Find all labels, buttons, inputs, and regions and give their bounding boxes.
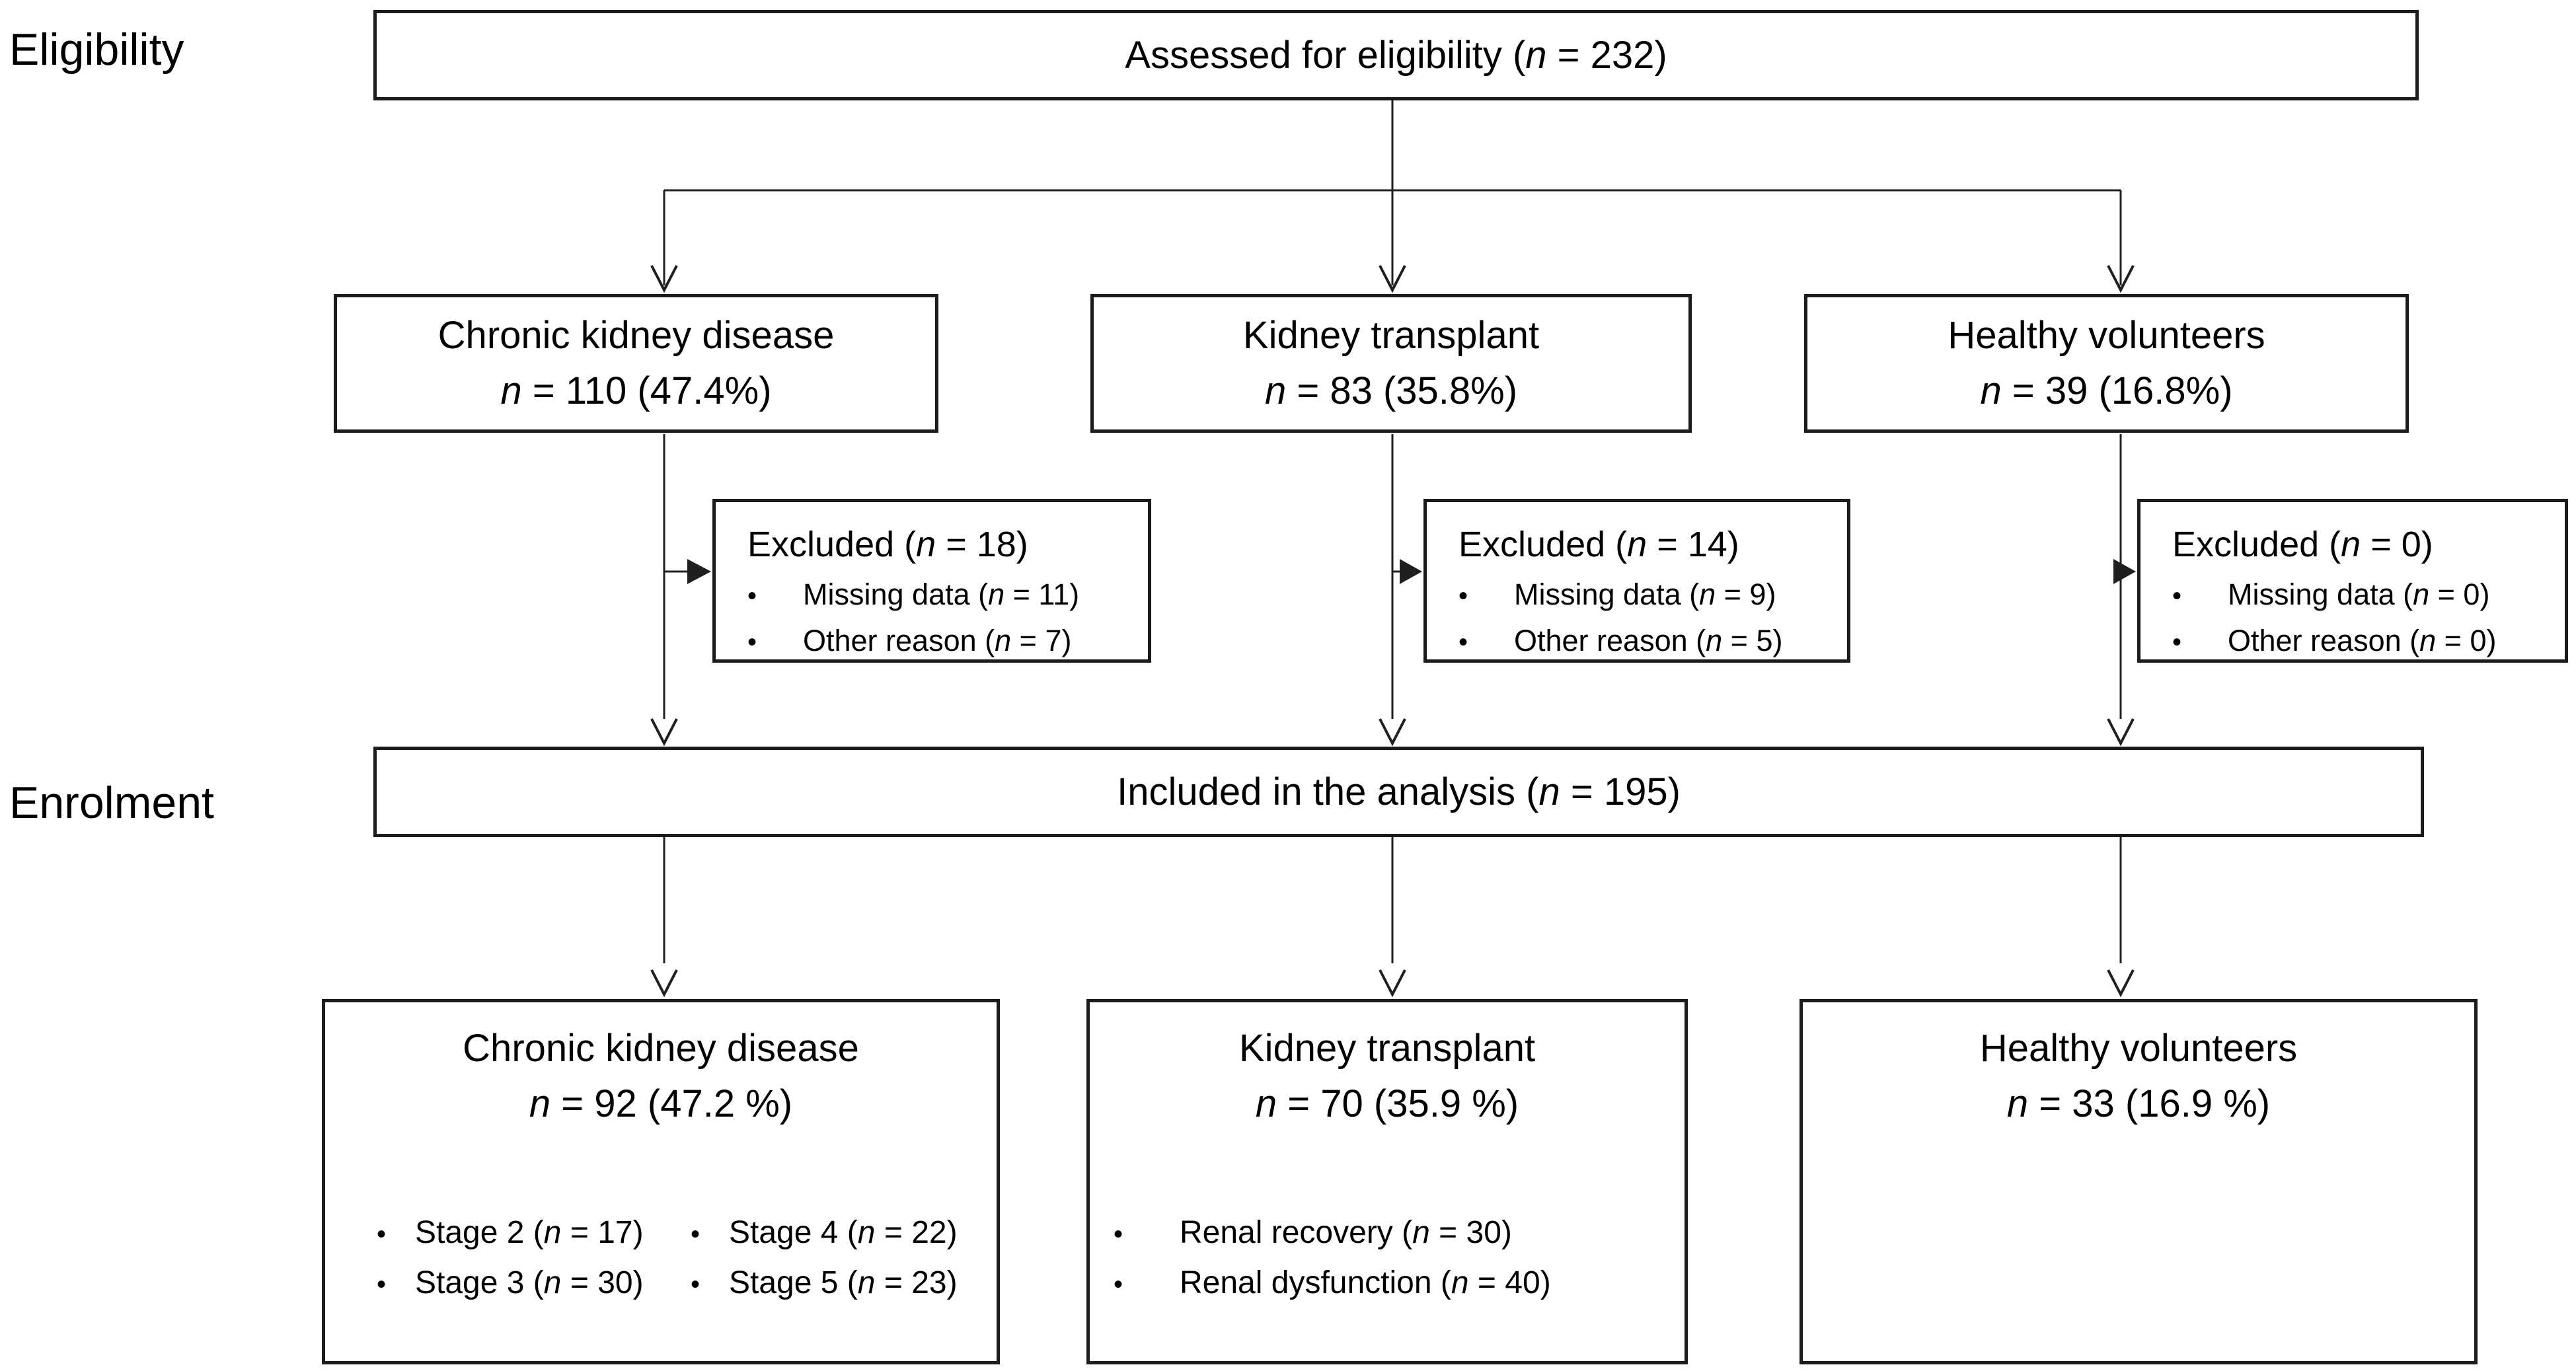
arm-healthy-title: Healthy volunteers	[1948, 314, 2265, 357]
bullet-icon: •	[1458, 581, 1468, 611]
bullet-icon: •	[2172, 628, 2182, 657]
arrowhead-down-icon	[1379, 718, 1406, 747]
bullet-text: Renal recovery (n = 30)	[1180, 1215, 1512, 1250]
bullet-text: Other reason (n = 5)	[1514, 624, 1783, 657]
arrowhead-down-icon	[2107, 265, 2135, 293]
bullet-text: Other reason (n = 0)	[2228, 624, 2497, 657]
arrowhead-down-icon	[650, 718, 678, 747]
excluded-healthy-title: Excluded (n = 0)	[2172, 525, 2433, 564]
final-transplant-bullet: • Renal dysfunction (n = 40)	[1114, 1259, 1551, 1309]
arm-ckd-title: Chronic kidney disease	[437, 314, 835, 357]
arm-transplant-count: n = 83 (35.8%)	[1264, 369, 1518, 412]
bullet-text: Missing data (n = 0)	[2228, 577, 2490, 611]
bullet-icon: •	[691, 1270, 701, 1299]
final-healthy-box: Healthy volunteers n = 33 (16.9 %)	[1799, 999, 2478, 1364]
arm-transplant-title: Kidney transplant	[1242, 314, 1540, 357]
included-text: Included in the analysis (n = 195)	[1117, 770, 1681, 813]
arrowhead-down-icon	[650, 969, 678, 998]
final-healthy-count: n = 33 (16.9 %)	[2006, 1082, 2271, 1125]
arm-healthy-box: Healthy volunteers n = 39 (16.8%)	[1804, 294, 2409, 433]
final-transplant-count: n = 70 (35.9 %)	[1255, 1082, 1519, 1125]
excluded-transplant-title: Excluded (n = 14)	[1458, 525, 1739, 564]
excluded-ckd-box: Excluded (n = 18) • Missing data (n = 11…	[712, 499, 1151, 663]
bullet-text: Stage 5 (n = 23)	[729, 1265, 958, 1300]
arm-ckd-box: Chronic kidney disease n = 110 (47.4%)	[334, 294, 938, 433]
bullet-text: Missing data (n = 9)	[1514, 577, 1776, 611]
assessed-text: Assessed for eligibility (n = 232)	[1125, 33, 1667, 77]
arrowhead-right-icon	[1400, 559, 1422, 584]
excluded-healthy-bullet: • Missing data (n = 0)	[2172, 572, 2552, 618]
assessed-box: Assessed for eligibility (n = 232)	[373, 10, 2419, 100]
bullet-icon: •	[377, 1220, 387, 1249]
arrowhead-down-icon	[1379, 969, 1406, 998]
final-ckd-count: n = 92 (47.2 %)	[529, 1082, 793, 1125]
final-healthy-title: Healthy volunteers	[1979, 1027, 2298, 1070]
excluded-ckd-title: Excluded (n = 18)	[747, 525, 1028, 564]
final-ckd-bullet: • Stage 5 (n = 23)	[691, 1259, 1004, 1309]
bullet-text: Stage 4 (n = 22)	[729, 1215, 958, 1250]
bullet-icon: •	[1114, 1220, 1123, 1249]
arrowhead-down-icon	[650, 265, 678, 293]
excluded-ckd-bullet: • Other reason (n = 7)	[747, 618, 1135, 665]
final-ckd-bullet: • Stage 2 (n = 17)	[377, 1208, 691, 1259]
bullet-text: Renal dysfunction (n = 40)	[1180, 1265, 1551, 1300]
included-box: Included in the analysis (n = 195)	[373, 747, 2424, 837]
bullet-text: Stage 3 (n = 30)	[415, 1265, 644, 1300]
final-transplant-title: Kidney transplant	[1238, 1027, 1536, 1070]
excluded-healthy-box: Excluded (n = 0) • Missing data (n = 0) …	[2137, 499, 2568, 663]
bullet-icon: •	[377, 1270, 387, 1299]
section-label-eligibility: Eligibility	[9, 24, 184, 75]
arm-ckd-count: n = 110 (47.4%)	[500, 369, 772, 412]
final-transplant-bullet: • Renal recovery (n = 30)	[1114, 1208, 1551, 1259]
excluded-transplant-bullet: • Other reason (n = 5)	[1458, 618, 1834, 665]
bullet-icon: •	[1458, 628, 1468, 657]
excluded-transplant-bullet: • Missing data (n = 9)	[1458, 572, 1834, 618]
bullet-icon: •	[747, 628, 757, 657]
arrowhead-right-icon	[687, 559, 711, 584]
arrowhead-down-icon	[1379, 265, 1406, 293]
arrowhead-down-icon	[2107, 718, 2135, 747]
arm-healthy-count: n = 39 (16.8%)	[1980, 369, 2233, 412]
excluded-transplant-box: Excluded (n = 14) • Missing data (n = 9)…	[1423, 499, 1850, 663]
bullet-icon: •	[2172, 581, 2182, 611]
final-transplant-box: Kidney transplant n = 70 (35.9 %) • Rena…	[1086, 999, 1688, 1364]
bullet-icon: •	[1114, 1270, 1123, 1299]
arrowhead-right-icon	[2113, 559, 2136, 584]
bullet-icon: •	[747, 581, 757, 611]
bullet-text: Missing data (n = 11)	[803, 577, 1080, 611]
arrowhead-down-icon	[2107, 969, 2135, 998]
section-label-enrolment: Enrolment	[9, 778, 214, 828]
excluded-ckd-bullet: • Missing data (n = 11)	[747, 572, 1135, 618]
bullet-text: Stage 2 (n = 17)	[415, 1215, 644, 1250]
final-ckd-bullet: • Stage 3 (n = 30)	[377, 1259, 691, 1309]
right-arrowheads	[687, 559, 2136, 584]
final-ckd-bullet: • Stage 4 (n = 22)	[691, 1208, 1004, 1259]
down-arrowheads	[650, 265, 2135, 998]
arm-transplant-box: Kidney transplant n = 83 (35.8%)	[1090, 294, 1692, 433]
bullet-text: Other reason (n = 7)	[803, 624, 1072, 657]
connector-lines	[663, 100, 2122, 963]
final-ckd-box: Chronic kidney disease n = 92 (47.2 %) •…	[322, 999, 1000, 1364]
final-ckd-title: Chronic kidney disease	[463, 1027, 859, 1070]
bullet-icon: •	[691, 1220, 701, 1249]
excluded-healthy-bullet: • Other reason (n = 0)	[2172, 618, 2552, 665]
